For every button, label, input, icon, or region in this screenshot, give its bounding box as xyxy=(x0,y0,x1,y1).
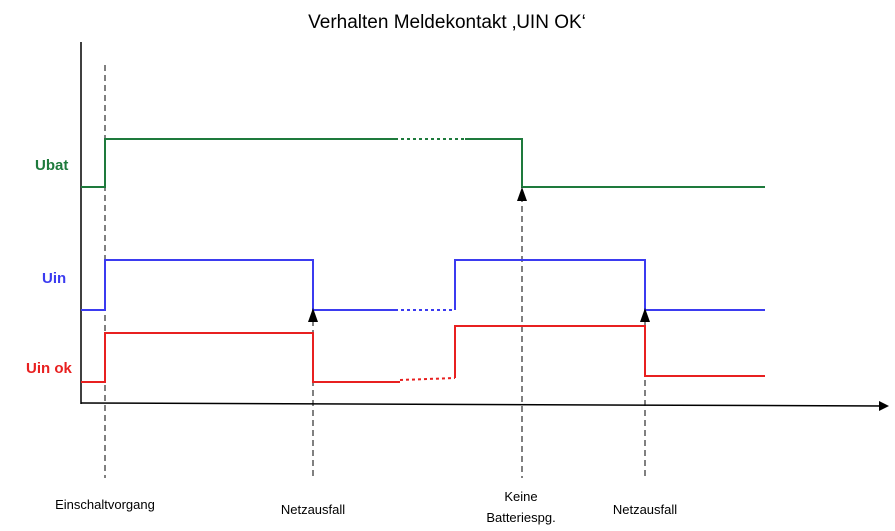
event-arrows xyxy=(308,187,650,322)
uin-signal xyxy=(81,259,765,311)
event-label: Netzausfall xyxy=(613,502,677,517)
signal-label: Uin xyxy=(42,270,66,287)
signal-label: Ubat xyxy=(35,157,68,174)
ubat-signal xyxy=(81,138,765,188)
signal-label: Uin ok xyxy=(26,360,72,377)
title: Verhalten Meldekontakt ‚UIN OK‘ xyxy=(308,12,586,33)
event-label: Einschaltvorgang xyxy=(55,497,155,512)
event-label: Batteriespg. xyxy=(486,510,555,525)
axes xyxy=(80,42,889,411)
uin-ok-signal xyxy=(81,325,765,383)
event-lines xyxy=(104,65,646,478)
event-label: Netzausfall xyxy=(281,502,345,517)
event-label: Keine xyxy=(504,489,537,504)
